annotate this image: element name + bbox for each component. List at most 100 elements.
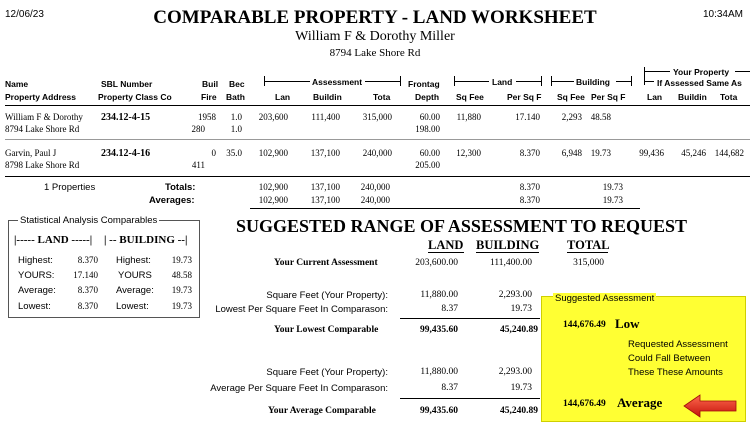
col-baths: Bath <box>226 92 245 102</box>
stat-bldg-highest: 19.73 <box>171 255 192 265</box>
totals-total: 240,000 <box>360 182 390 192</box>
suggested-low-value: 144,676.49 <box>563 320 606 330</box>
sqft-your-property-land: 11,880.00 <box>420 290 458 300</box>
yourprop-bracket-line-left <box>644 71 670 72</box>
row-class: 280 <box>191 124 206 134</box>
row-land: 203,600 <box>258 112 288 122</box>
col-property-class: Property Class Co <box>98 92 172 102</box>
totals-building: 137,100 <box>310 182 340 192</box>
current-assessment-building: 111,400.00 <box>489 258 532 268</box>
col-land: Lan <box>275 92 291 102</box>
stat-bldg-average-label: Average: <box>116 285 154 296</box>
col-beds: Bec <box>229 79 245 89</box>
col-frontage: Frontag <box>408 79 440 89</box>
row-bldg-sqft: 6,948 <box>561 148 582 158</box>
lowest-per-sqft-label: Lowest Per Square Feet In Comparason: <box>215 304 388 315</box>
row-beds: 35.0 <box>226 148 242 158</box>
row-bldg-sqft: 2,293 <box>561 112 582 122</box>
building-underline <box>476 252 539 253</box>
lowest-comp-divider <box>400 318 540 319</box>
lowest-comparable-label: Your Lowest Comparable <box>274 325 379 335</box>
row-built: 0 <box>211 148 217 158</box>
row-bldg-per: 19.73 <box>590 148 611 158</box>
report-title: COMPARABLE PROPERTY - LAND WORKSHEET <box>153 7 597 28</box>
row-land-sqft: 11,880 <box>456 112 481 122</box>
col-land-per-sqft: Per Sq F <box>507 92 542 102</box>
current-assessment-total: 315,000 <box>573 258 604 268</box>
suggested-average-label: Average <box>617 395 663 410</box>
statistical-analysis-title: Statistical Analysis Comparables <box>18 215 160 226</box>
row-land-sqft: 12,300 <box>456 148 481 158</box>
row-land-per: 8.370 <box>519 148 540 158</box>
col-built: Buil <box>202 79 219 89</box>
col-land-group: Land <box>492 77 513 87</box>
totals-bldg-per: 19.73 <box>602 182 623 192</box>
stat-bldg-yours: 48.58 <box>171 270 192 280</box>
row-building: 137,100 <box>310 148 340 158</box>
row-built: 1958 <box>198 112 216 122</box>
suggested-range-title: SUGGESTED RANGE OF ASSESSMENT TO REQUEST <box>236 216 687 236</box>
average-comparable-land: 99,435.60 <box>420 406 458 416</box>
col-name: Name <box>5 79 29 89</box>
stat-bldg-yours-label: YOURS <box>118 270 152 281</box>
stat-land-average: 8.370 <box>77 285 98 295</box>
row-bldg-per: 48.58 <box>590 112 611 122</box>
current-assessment-label: Your Current Assessment <box>274 258 378 268</box>
totals-land-per: 8.370 <box>519 182 540 192</box>
building-bracket-line-right <box>616 81 631 82</box>
average-comparable-building: 45,240.89 <box>500 406 538 416</box>
stat-land-header: |----- LAND -----| <box>14 234 93 246</box>
totals-label: Totals: <box>165 182 196 193</box>
suggested-note-3: These These Amounts <box>628 367 723 378</box>
suggested-col-building: BUILDING <box>476 238 540 252</box>
average-per-sqft-land: 8.37 <box>441 383 458 393</box>
row-address: 8798 Lake Shore Rd <box>5 160 80 170</box>
row-frontage: 60.00 <box>419 112 440 122</box>
averages-label: Averages: <box>149 195 195 206</box>
lowest-comparable-land: 99,435.60 <box>420 325 458 335</box>
stat-land-highest: 8.370 <box>77 255 98 265</box>
row-yp-land: 99,436 <box>639 148 664 158</box>
row-divider <box>5 139 750 140</box>
averages-total: 240,000 <box>360 195 390 205</box>
suggested-low-label: Low <box>615 316 640 331</box>
stat-land-lowest: 8.370 <box>77 301 98 311</box>
row-name: William F & Dorothy <box>5 112 83 122</box>
suggested-assessment-title: Suggested Assessment <box>553 293 657 304</box>
row-depth: 205.00 <box>415 160 440 170</box>
stat-bldg-highest-label: Highest: <box>116 255 151 266</box>
assessment-bracket-line-left <box>264 81 310 82</box>
averages-land: 102,900 <box>258 195 288 205</box>
land-bracket-line-right <box>516 81 541 82</box>
col-yp-land: Lan <box>647 92 663 102</box>
row-address: 8794 Lake Shore Rd <box>5 124 80 134</box>
col-bldg-per-sqft: Per Sq F <box>591 92 626 102</box>
average-per-sqft-building: 19.73 <box>510 383 532 393</box>
col-bldg-sqfeet: Sq Fee <box>557 92 585 102</box>
row-name: Garvin, Paul J <box>5 148 57 158</box>
land-bracket-line-left <box>454 81 489 82</box>
col-total: Tota <box>373 92 391 102</box>
lowest-comparable-building: 45,240.89 <box>500 325 538 335</box>
col-land-sqfeet: Sq Fee <box>456 92 484 102</box>
col-sbl-number: SBL Number <box>101 79 153 89</box>
lowest-per-sqft-building: 19.73 <box>510 304 532 314</box>
stat-land-yours: 17.140 <box>73 270 98 280</box>
averages-building: 137,100 <box>310 195 340 205</box>
col-building-group: Building <box>576 77 610 87</box>
property-count: 1 Properties <box>44 182 96 193</box>
report-time: 10:34AM <box>702 9 743 20</box>
total-underline <box>567 252 608 253</box>
row-land: 102,900 <box>258 148 288 158</box>
suggested-average-value: 144,676.49 <box>563 399 606 409</box>
yourprop-bracket-left <box>644 67 645 85</box>
col-your-property: Your Property <box>673 67 730 77</box>
row-building: 111,400 <box>311 112 340 122</box>
row-yp-total: 144,682 <box>714 148 744 158</box>
sqft-your-property-label: Square Feet (Your Property): <box>266 290 388 301</box>
stat-land-average-label: Average: <box>18 285 56 296</box>
arrow-left-icon <box>683 394 737 418</box>
ifassessed-line <box>644 81 654 82</box>
totals-land: 102,900 <box>258 182 288 192</box>
building-bracket-line-left <box>551 81 574 82</box>
